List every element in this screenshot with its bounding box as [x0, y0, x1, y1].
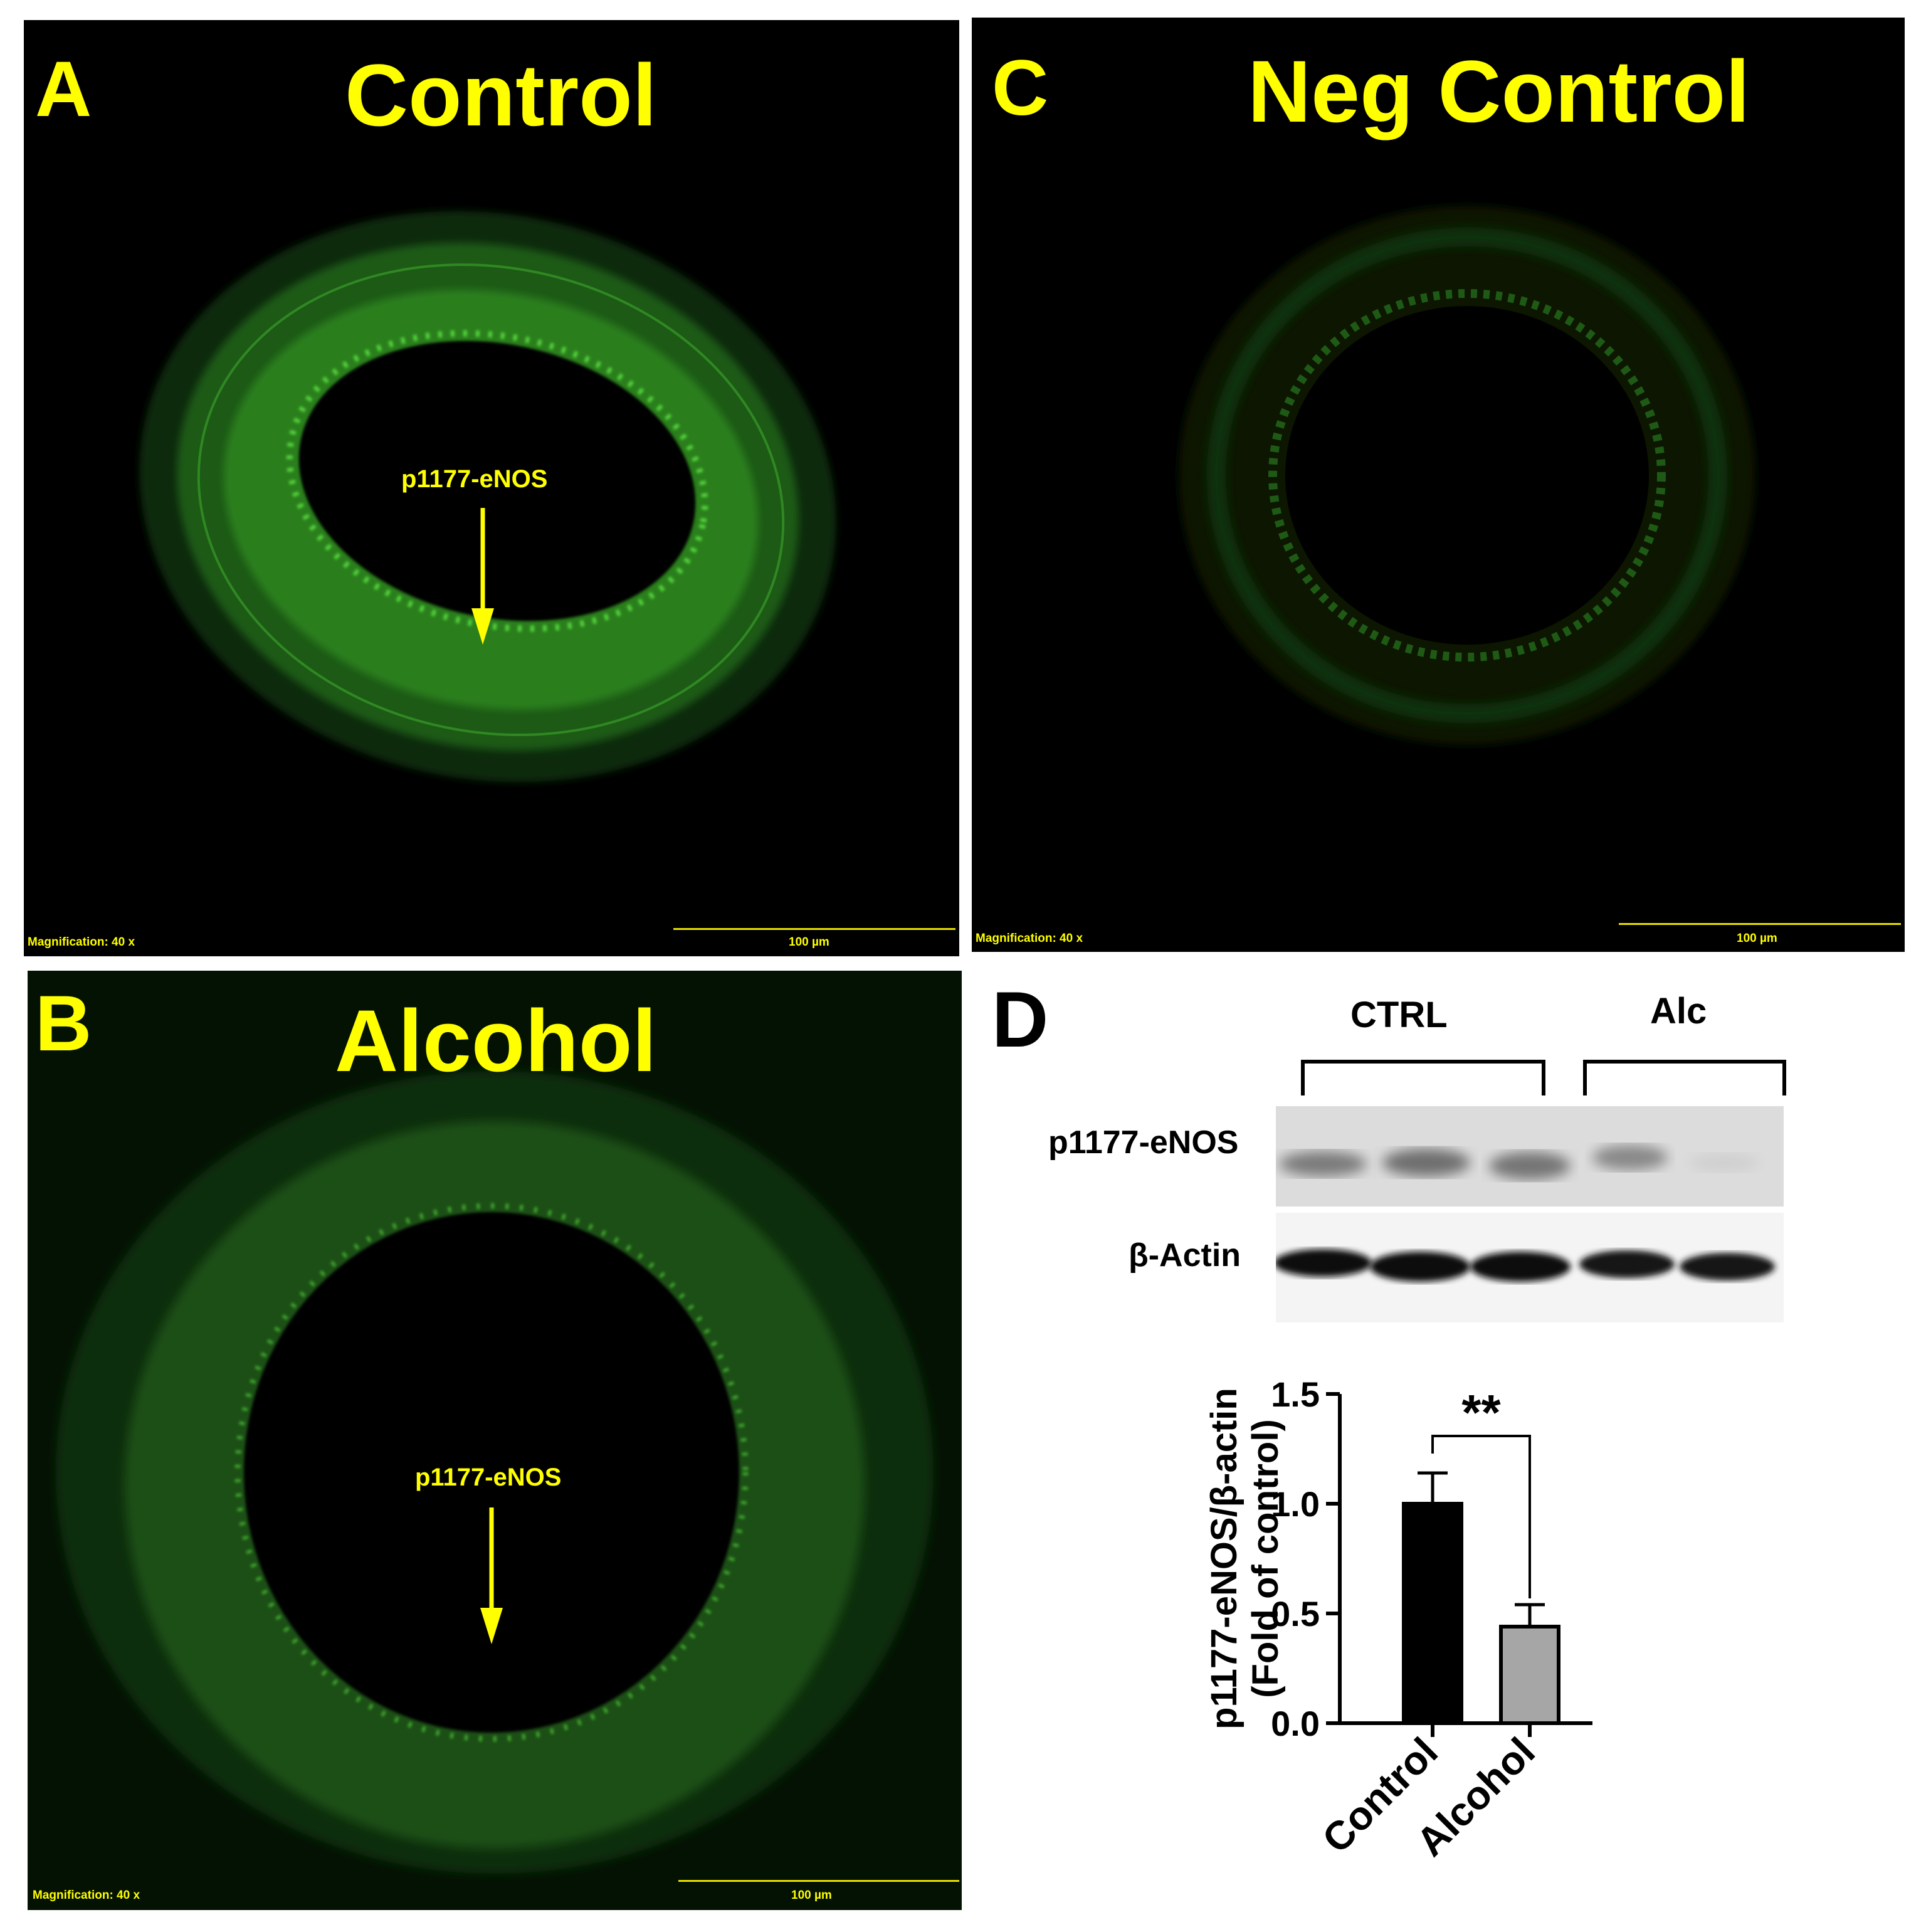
panel-letter: C [992, 45, 1049, 132]
bar-alcohol [1499, 1625, 1560, 1725]
scale-bar [673, 928, 955, 930]
vessel-image-alcohol [28, 971, 962, 1910]
blot-row-label-peNOS: p1177-eNOS [1048, 1124, 1239, 1161]
bar-control [1402, 1502, 1463, 1725]
scale-label: 100 µm [789, 936, 829, 949]
magnification-label: Magnification: 40 x [33, 1889, 140, 1902]
bar-chart: 0.00.51.01.5ControlAlcohol**p1177-eNOS/β… [1204, 1375, 1592, 1865]
group-label-alc: Alc [1650, 991, 1707, 1032]
group-label-ctrl: CTRL [1350, 995, 1448, 1035]
scale-label: 100 µm [791, 1889, 832, 1902]
panel-b-alcohol: B Alcohol p1177-eNOS Magnification: 40 x… [28, 971, 962, 1910]
vessel-image-neg-control [1179, 206, 1755, 745]
blot-row-label-actin: β-Actin [1129, 1237, 1241, 1274]
y-tick-label: 1.0 [1271, 1484, 1320, 1524]
scale-bar [678, 1880, 959, 1882]
significance-bracket [1431, 1435, 1531, 1598]
arrow-label: p1177-eNOS [415, 1464, 562, 1491]
arrow-label: p1177-eNOS [401, 465, 548, 493]
panel-letter: A [35, 46, 92, 133]
y-tick-label: 1.5 [1271, 1375, 1320, 1414]
panel-c-neg-control: C Neg Control Magnification: 40 x 100 µm [972, 18, 1905, 952]
y-axis-label-units: (Fold of control) [1245, 1419, 1286, 1698]
panel-title: Alcohol [335, 991, 657, 1090]
arrow-icon [480, 1507, 503, 1644]
y-tick-label: 0.0 [1271, 1704, 1320, 1743]
panel-letter: B [35, 980, 92, 1067]
group-brackets [1301, 1060, 1786, 1095]
blot-strip-peNOS [1276, 1106, 1784, 1206]
panel-title: Control [345, 46, 657, 144]
panel-letter: D [992, 976, 1049, 1064]
scale-label: 100 µm [1737, 932, 1777, 945]
panel-title: Neg Control [1248, 42, 1750, 140]
vessel-image-control [139, 211, 836, 783]
blot-strip-actin [1276, 1213, 1784, 1322]
y-axis-label: p1177-eNOS/β-actin [1204, 1388, 1245, 1729]
magnification-label: Magnification: 40 x [976, 932, 1083, 945]
scale-bar [1619, 923, 1901, 925]
y-tick-label: 0.5 [1271, 1594, 1320, 1634]
arrow-icon [471, 508, 494, 645]
significance-label: ** [1461, 1385, 1501, 1440]
magnification-label: Magnification: 40 x [28, 936, 135, 949]
panel-a-control: A Control p1177-eNOS Magnification: 40 x… [24, 20, 959, 956]
